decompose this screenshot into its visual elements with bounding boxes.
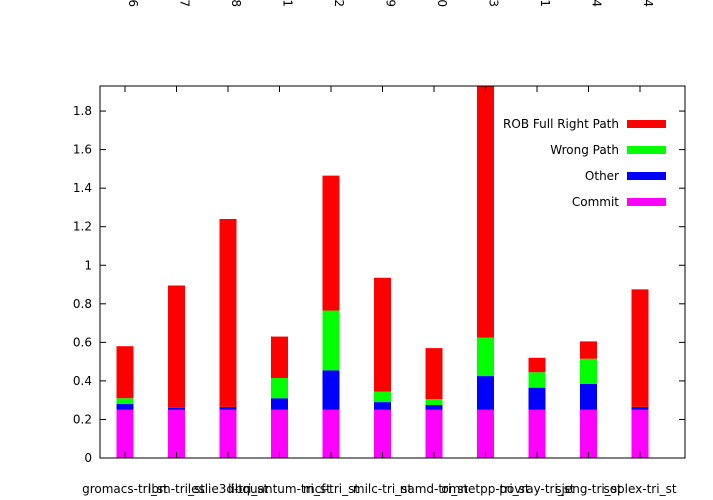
x-category-label: namd-tri_st: [400, 482, 469, 496]
x-category-label: gromacs-tri_st: [82, 482, 168, 496]
top-machine-label: ece.328.008: [229, 0, 243, 7]
plot-frame: [99, 85, 686, 459]
top-machine-label: ece.328.014: [641, 0, 655, 7]
x-category-label: milc-tri_st: [353, 482, 413, 496]
bar-segment-wrong-path: [374, 391, 391, 403]
top-machine-label: ece.328.003: [487, 0, 501, 7]
top-machine-label: ece.328.011: [538, 0, 552, 7]
bar-segment-commit: [271, 409, 288, 458]
bar-segment-rob-full-right-path: [631, 289, 649, 407]
bar-segment-commit: [168, 409, 185, 458]
bar-segment-rob-full-right-path: [219, 218, 237, 407]
bar-segment-rob-full-right-path: [168, 285, 185, 408]
bar-segment-commit: [580, 409, 597, 458]
y-tick-label: 1.2: [73, 220, 92, 234]
top-machine-label: ece.328.006: [126, 0, 140, 7]
bar-segment-other: [219, 406, 237, 410]
bar-segment-commit: [219, 409, 237, 458]
bar-segment-wrong-path: [116, 398, 134, 405]
bar-segment-wrong-path: [528, 372, 546, 388]
legend-label: Wrong Path: [550, 143, 619, 157]
bar-segment-other: [631, 406, 649, 410]
bar-segment-rob-full-right-path: [116, 346, 134, 399]
x-category-label: soplex-tri_st: [603, 482, 676, 496]
bar-segment-rob-full-right-path: [271, 336, 288, 379]
x-category-label: povray-tri_st: [499, 482, 575, 496]
x-category-label: lbm-tri_st: [148, 482, 205, 496]
bar-segment-commit: [477, 409, 494, 458]
bars-layer: [116, 86, 649, 458]
legend-swatch: [627, 120, 666, 128]
bar-segment-other: [528, 387, 546, 410]
bar-segment-rob-full-right-path: [528, 357, 546, 373]
bar-segment-commit: [374, 409, 391, 458]
bar-segment-other: [116, 404, 134, 410]
x-category-label: mcf-tri_st: [303, 482, 359, 496]
legend-label: Commit: [572, 195, 619, 209]
x-axis-category-labels: gromacs-tri_stlbm-tri_stleslie3d-tri_stl…: [82, 482, 677, 496]
y-tick-label: 0.8: [73, 297, 92, 311]
bar-segment-rob-full-right-path: [477, 86, 494, 338]
top-machine-label: ece.328.001: [281, 0, 295, 7]
bar-segment-commit: [425, 409, 443, 458]
y-tick-label: 0.4: [73, 374, 92, 388]
y-tick-label: 1.6: [73, 143, 92, 157]
x-category-label: libquantum-tri_st: [228, 482, 331, 496]
bar-segment-rob-full-right-path: [374, 277, 391, 392]
bar-segment-wrong-path: [477, 337, 494, 377]
top-machine-label: ece.328.004: [590, 0, 604, 7]
y-tick-label: 1.8: [73, 104, 92, 118]
bar-segment-rob-full-right-path: [322, 175, 340, 311]
y-tick-label: 0.6: [73, 335, 92, 349]
top-machine-label: ece.328.010: [435, 0, 449, 7]
top-machine-label: ece.328.002: [332, 0, 346, 7]
bar-segment-wrong-path: [580, 358, 597, 384]
legend-swatch: [627, 146, 666, 154]
bar-segment-wrong-path: [271, 378, 288, 399]
bar-segment-other: [374, 402, 391, 410]
top-machine-label: ece.328.007: [178, 0, 192, 7]
y-axis: 0 0.2 0.4 0.6 0.8 1 1.2 1.4 1.6 1.8: [73, 86, 685, 465]
bar-segment-wrong-path: [425, 399, 443, 405]
legend-label: Other: [585, 169, 619, 183]
bar-segment-rob-full-right-path: [580, 341, 597, 359]
y-tick-label: 1.4: [73, 181, 92, 195]
y-tick-label: 1: [84, 258, 92, 272]
x-category-label: leslie3d-tri_st: [188, 482, 269, 496]
bar-segment-other: [322, 370, 340, 410]
bar-segment-commit: [631, 409, 649, 458]
top-machine-label: ece.328.009: [384, 0, 398, 7]
x-category-label: sjeng-tri_st: [555, 482, 622, 496]
bar-segment-wrong-path: [322, 310, 340, 371]
x-category-label: omnetpp-tri_st: [441, 482, 530, 496]
bar-segment-commit: [528, 409, 546, 458]
bar-segment-other: [580, 383, 597, 410]
bar-segment-commit: [322, 409, 340, 458]
bar-segment-other: [425, 404, 443, 410]
bar-segment-other: [477, 376, 494, 410]
legend-swatch: [627, 172, 666, 180]
legend-label: ROB Full Right Path: [503, 117, 619, 131]
bar-segment-rob-full-right-path: [425, 348, 443, 400]
bar-segment-other: [271, 398, 288, 410]
y-tick-label: 0.2: [73, 412, 92, 426]
bar-segment-other: [168, 407, 185, 410]
y-tick-label: 0: [84, 451, 92, 465]
legend-swatch: [627, 198, 666, 206]
top-axis-labels: ece.328.006 ece.328.007 ece.328.008 ece.328…: [126, 0, 655, 7]
bar-segment-commit: [116, 409, 134, 458]
legend: ROB Full Right Path Wrong Path Other Commit: [503, 117, 666, 209]
